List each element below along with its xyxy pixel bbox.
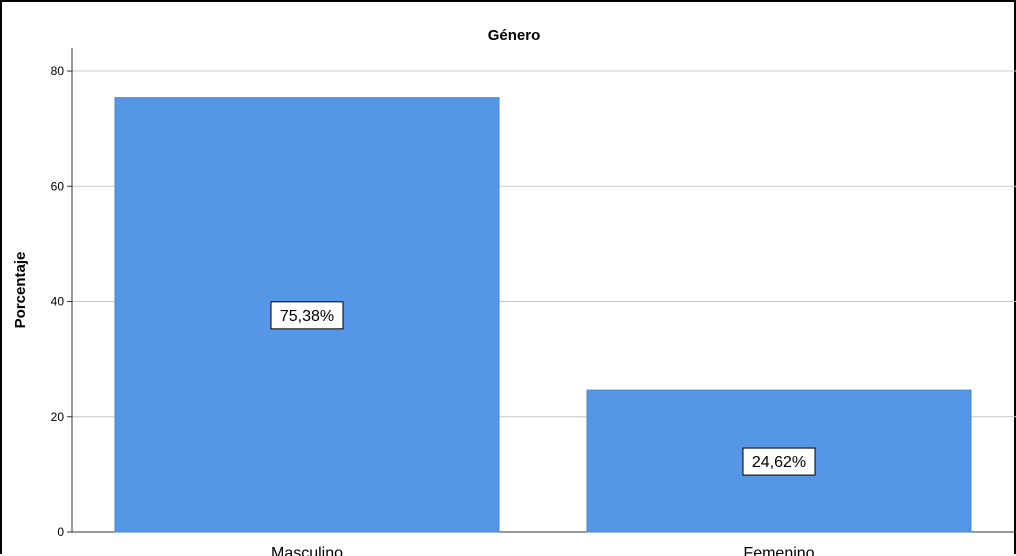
data-label-box	[270, 301, 344, 330]
data-label-text: 75,38%	[280, 308, 334, 325]
x-category-label: Femenino	[743, 545, 814, 556]
data-label-femenino: 24,62%	[742, 447, 816, 476]
data-label-text: 24,62%	[752, 454, 806, 471]
data-label-box	[742, 447, 816, 476]
y-axis-title: Porcentaje	[12, 252, 29, 329]
y-tick-label: 20	[51, 410, 65, 424]
x-axis-categories: Masculino Femenino	[271, 545, 815, 556]
y-tick-label: 0	[57, 525, 64, 539]
data-label-masculino: 75,38%	[270, 301, 344, 330]
y-tick-label: 80	[51, 64, 65, 78]
y-axis-ticks: 0 20 40 60 80	[51, 64, 72, 539]
y-tick-label: 60	[51, 179, 65, 193]
data-labels: 75,38% 24,62%	[270, 301, 816, 476]
bars	[114, 97, 972, 533]
y-tick-label: 40	[51, 295, 65, 309]
chart-title: Género	[488, 27, 541, 44]
x-category-label: Masculino	[271, 545, 343, 556]
